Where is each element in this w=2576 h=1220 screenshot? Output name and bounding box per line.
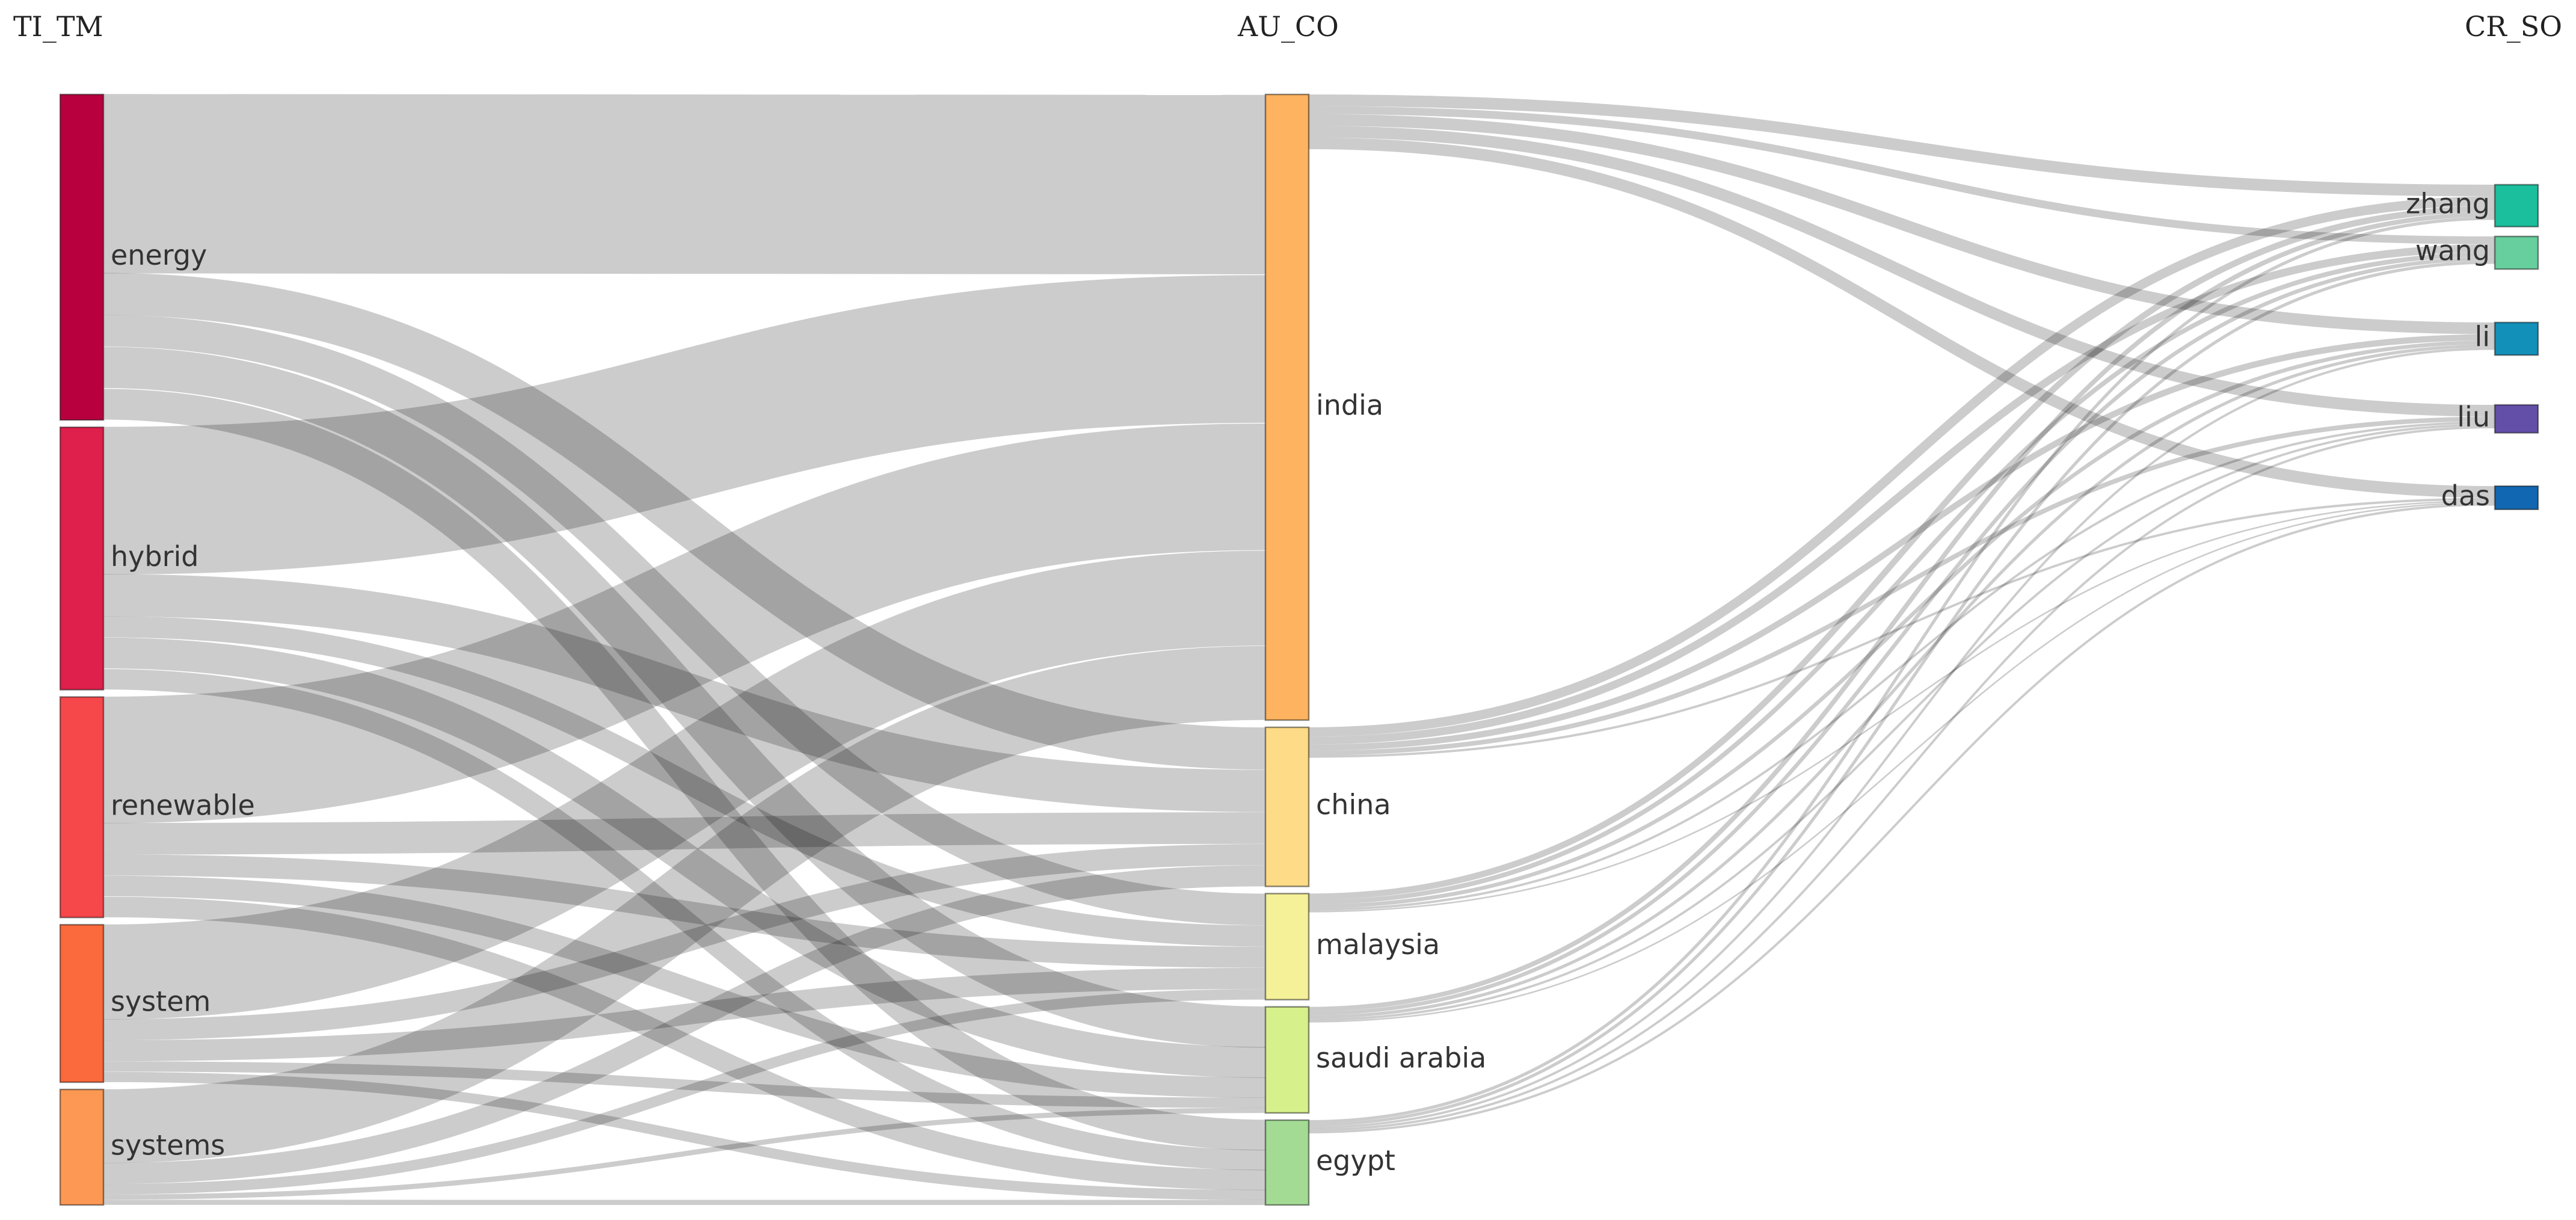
link-energy-to-china[interactable] (103, 273, 1266, 770)
node-label-li: li (2474, 321, 2490, 353)
node-label-egypt: egypt (1316, 1144, 1395, 1177)
link-china-to-das[interactable] (1308, 498, 2495, 758)
column-title-right: CR_SO (2465, 10, 2562, 43)
nodes-layer (59, 93, 2539, 1206)
link-systems-to-saudi-arabia[interactable] (103, 1108, 1266, 1200)
link-egypt-to-das[interactable] (1308, 503, 2495, 1134)
link-saudi-arabia-to-das[interactable] (1308, 502, 2495, 1023)
link-renewable-to-china[interactable] (103, 812, 1266, 855)
link-hybrid-to-india[interactable] (103, 275, 1266, 575)
node-india[interactable] (1264, 93, 1310, 721)
node-hybrid[interactable] (59, 426, 105, 691)
column-title-left: TI_TM (13, 10, 103, 43)
node-label-renewable: renewable (111, 789, 255, 821)
node-china[interactable] (1264, 726, 1310, 887)
node-energy[interactable] (59, 93, 105, 421)
node-label-hybrid: hybrid (111, 540, 198, 573)
node-label-wang: wang (2415, 235, 2490, 267)
link-energy-to-india[interactable] (103, 94, 1266, 274)
link-china-to-wang[interactable] (1308, 244, 2495, 745)
node-renewable[interactable] (59, 696, 105, 919)
link-saudi-arabia-to-zhang[interactable] (1308, 212, 2495, 1012)
link-renewable-to-india[interactable] (103, 423, 1266, 824)
node-system[interactable] (59, 923, 105, 1083)
labels-layer: energy hybrid renewable system systems india c… (111, 187, 2490, 1177)
node-systems[interactable] (59, 1088, 105, 1206)
link-systems-to-india[interactable] (103, 645, 1266, 1163)
link-egypt-to-li[interactable] (1308, 347, 2495, 1129)
link-energy-to-malaysia[interactable] (103, 315, 1266, 926)
link-system-to-india[interactable] (103, 550, 1266, 1020)
node-zhang[interactable] (2494, 183, 2539, 227)
node-liu[interactable] (2494, 404, 2539, 434)
column-title-middle: AU_CO (1237, 10, 1339, 43)
node-label-india: india (1316, 389, 1383, 422)
link-india-to-zhang[interactable] (1308, 94, 2495, 197)
link-system-to-malaysia[interactable] (103, 967, 1266, 1062)
link-system-to-egypt[interactable] (103, 1071, 1266, 1200)
link-hybrid-to-malaysia[interactable] (103, 616, 1266, 947)
node-label-system: system (111, 985, 211, 1018)
link-hybrid-to-saudi-arabia[interactable] (103, 637, 1266, 1078)
link-saudi-arabia-to-liu[interactable] (1308, 424, 2495, 1021)
links-layer (103, 94, 2495, 1206)
node-egypt[interactable] (1264, 1119, 1310, 1206)
node-label-systems: systems (111, 1129, 225, 1161)
node-das[interactable] (2494, 485, 2539, 510)
link-energy-to-egypt[interactable] (103, 389, 1266, 1151)
link-renewable-to-malaysia[interactable] (103, 854, 1266, 968)
link-india-to-wang[interactable] (1308, 106, 2495, 244)
link-saudi-arabia-to-wang[interactable] (1308, 256, 2495, 1016)
node-label-energy: energy (111, 239, 207, 271)
link-malaysia-to-wang[interactable] (1308, 252, 2495, 905)
link-egypt-to-wang[interactable] (1308, 260, 2495, 1127)
link-hybrid-to-china[interactable] (103, 574, 1266, 812)
link-china-to-zhang[interactable] (1308, 196, 2495, 737)
link-energy-to-saudi-arabia[interactable] (103, 347, 1266, 1048)
node-label-china: china (1316, 789, 1391, 821)
node-label-saudi-arabia: saudi arabia (1316, 1041, 1486, 1074)
link-india-to-li[interactable] (1308, 114, 2495, 334)
link-china-to-li[interactable] (1308, 334, 2495, 751)
link-malaysia-to-das[interactable] (1308, 500, 2495, 913)
link-malaysia-to-liu[interactable] (1308, 421, 2495, 911)
link-systems-to-china[interactable] (103, 865, 1266, 1185)
link-india-to-liu[interactable] (1308, 126, 2495, 417)
node-label-liu: liu (2457, 401, 2490, 433)
node-label-das: das (2441, 479, 2490, 512)
node-wang[interactable] (2494, 235, 2539, 270)
link-hybrid-to-egypt[interactable] (103, 669, 1266, 1171)
link-malaysia-to-zhang[interactable] (1308, 206, 2495, 900)
link-china-to-liu[interactable] (1308, 416, 2495, 756)
link-systems-to-malaysia[interactable] (103, 989, 1266, 1195)
node-malaysia[interactable] (1264, 893, 1310, 1000)
link-india-to-das[interactable] (1308, 137, 2495, 498)
link-saudi-arabia-to-li[interactable] (1308, 344, 2495, 1019)
link-system-to-saudi-arabia[interactable] (103, 1061, 1266, 1108)
link-egypt-to-zhang[interactable] (1308, 217, 2495, 1124)
link-malaysia-to-li[interactable] (1308, 340, 2495, 909)
link-renewable-to-egypt[interactable] (103, 896, 1266, 1191)
link-renewable-to-saudi-arabia[interactable] (103, 875, 1266, 1098)
node-label-malaysia: malaysia (1316, 928, 1440, 961)
node-li[interactable] (2494, 321, 2539, 356)
node-saudi-arabia[interactable] (1264, 1006, 1310, 1114)
link-egypt-to-liu[interactable] (1308, 426, 2495, 1132)
link-system-to-china[interactable] (103, 844, 1266, 1041)
node-label-zhang: zhang (2406, 187, 2490, 220)
